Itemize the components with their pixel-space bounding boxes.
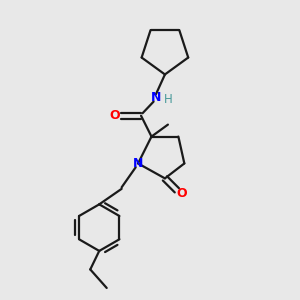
Text: O: O <box>176 187 187 200</box>
Text: N: N <box>151 91 161 104</box>
Text: O: O <box>110 109 120 122</box>
Text: H: H <box>164 93 173 106</box>
Text: N: N <box>133 157 143 170</box>
